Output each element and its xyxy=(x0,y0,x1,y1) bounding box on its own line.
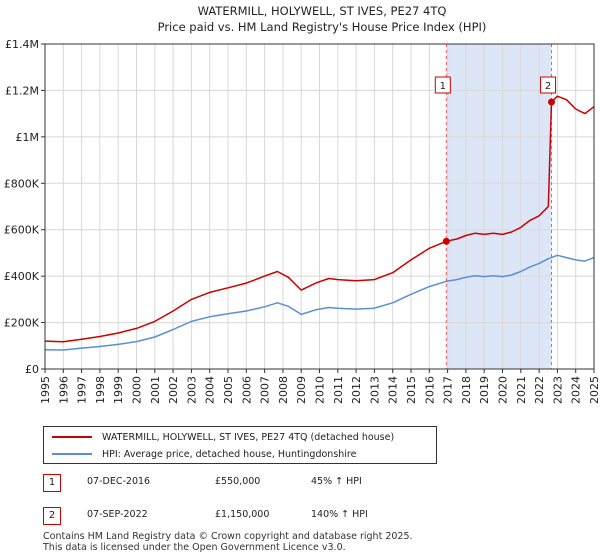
x-tick-label: 2017 xyxy=(442,376,455,404)
y-tick-label: £1.4M xyxy=(5,38,39,51)
x-tick-label: 2012 xyxy=(350,376,363,404)
x-tick-label: 1995 xyxy=(39,376,52,404)
chart-subtitle: Price paid vs. HM Land Registry's House … xyxy=(158,20,487,34)
sale-row: 2 07-SEP-2022 £1,150,000 140% ↑ HPI xyxy=(43,507,443,525)
legend-label-property: WATERMILL, HOLYWELL, ST IVES, PE27 4TQ (… xyxy=(102,431,395,443)
footer-line: Contains HM Land Registry data © Crown c… xyxy=(43,531,413,542)
y-tick-label: £1M xyxy=(16,131,40,144)
y-tick-label: £800K xyxy=(4,177,40,190)
sale-price: £550,000 xyxy=(215,476,261,487)
sale-point xyxy=(442,237,450,245)
sale-number-badge: 2 xyxy=(43,507,61,525)
sale-date: 07-SEP-2022 xyxy=(87,509,148,520)
sale-label-box xyxy=(540,76,557,94)
legend: WATERMILL, HOLYWELL, ST IVES, PE27 4TQ (… xyxy=(43,426,437,464)
sale-price: £1,150,000 xyxy=(215,509,270,520)
legend-swatch-hpi xyxy=(52,453,92,455)
plot-area: 1 2 £0 £200K £400K £600K £800K £1M £1.2M £1.4M 199… xyxy=(4,38,600,404)
x-tick-label: 2024 xyxy=(570,376,583,404)
series-line-hpi xyxy=(44,254,595,351)
x-tick-label: 2011 xyxy=(332,376,345,404)
sale-number-badge: 1 xyxy=(43,474,61,492)
legend-swatch-property xyxy=(52,436,92,438)
x-tick-label: 2022 xyxy=(533,376,546,404)
x-tick-label: 2021 xyxy=(515,376,528,404)
legend-label-hpi: HPI: Average price, detached house, Hunt… xyxy=(102,448,357,460)
x-tick-label: 1997 xyxy=(76,376,89,404)
y-tick-label: £600K xyxy=(4,224,40,237)
x-tick-label: 2013 xyxy=(368,376,381,404)
sale-row: 1 07-DEC-2016 £550,000 45% ↑ HPI xyxy=(43,474,443,492)
x-tick-label: 2005 xyxy=(222,376,235,404)
legend-item-property: WATERMILL, HOLYWELL, ST IVES, PE27 4TQ (… xyxy=(52,429,394,445)
x-tick-label: 2025 xyxy=(588,376,600,404)
series-line-property xyxy=(44,95,595,343)
x-tick-label: 2023 xyxy=(551,376,564,404)
x-tick-label: 2009 xyxy=(295,376,308,404)
x-tick-label: 2016 xyxy=(423,376,436,404)
sale-date: 07-DEC-2016 xyxy=(87,476,151,487)
x-tick-label: 2014 xyxy=(387,376,400,404)
sale-label: 1 xyxy=(440,81,446,92)
x-tick-label: 2018 xyxy=(460,376,473,404)
y-tick-label: £200K xyxy=(4,317,40,330)
x-tick-label: 2020 xyxy=(497,376,510,404)
x-tick-label: 2007 xyxy=(259,376,272,404)
x-tick-label: 2003 xyxy=(185,376,198,404)
x-tick-label: 2001 xyxy=(149,376,162,404)
x-tick-label: 2008 xyxy=(277,376,290,404)
footer-line: This data is licensed under the Open Gov… xyxy=(43,542,346,553)
chart-title: WATERMILL, HOLYWELL, ST IVES, PE27 4TQ xyxy=(198,4,447,18)
legend-item-hpi: HPI: Average price, detached house, Hunt… xyxy=(52,446,356,462)
sale-hpi-change: 45% ↑ HPI xyxy=(311,476,362,487)
x-tick-label: 2015 xyxy=(405,376,418,404)
shaded-period xyxy=(446,44,552,369)
x-tick-label: 1998 xyxy=(94,376,107,404)
sale-point xyxy=(548,98,556,106)
x-tick-label: 2006 xyxy=(240,376,253,404)
y-tick-label: £400K xyxy=(4,270,40,283)
x-tick-label: 1999 xyxy=(112,376,125,404)
price-chart: WATERMILL, HOLYWELL, ST IVES, PE27 4TQ P… xyxy=(4,4,600,404)
x-tick-label: 1996 xyxy=(57,376,70,404)
x-tick-label: 2002 xyxy=(167,376,180,404)
y-tick-label: £1.2M xyxy=(5,84,39,97)
sale-label: 2 xyxy=(545,81,551,92)
y-tick-label: £0 xyxy=(25,363,39,376)
x-tick-label: 2000 xyxy=(131,376,144,404)
x-tick-label: 2004 xyxy=(204,376,217,404)
footer-attribution: Contains HM Land Registry data © Crown c… xyxy=(43,531,583,553)
sale-label-box xyxy=(434,76,451,94)
x-tick-label: 2010 xyxy=(314,376,327,404)
sale-hpi-change: 140% ↑ HPI xyxy=(311,509,368,520)
x-tick-label: 2019 xyxy=(478,376,491,404)
